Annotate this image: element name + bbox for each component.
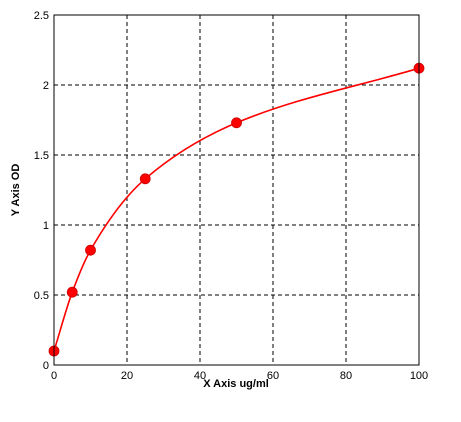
x-tick-label: 80	[340, 370, 352, 382]
x-tick-label: 40	[194, 370, 206, 382]
x-tick-label: 20	[121, 370, 133, 382]
y-tick-label: 2.5	[34, 10, 49, 22]
data-points	[48, 62, 425, 357]
x-tick-label: 60	[267, 370, 279, 382]
y-tick-labels: 0 0.5 1 1.5 2 2.5	[34, 10, 49, 372]
y-tick-label: 0	[43, 360, 49, 372]
y-tick-label: 1.5	[34, 150, 49, 162]
data-point	[139, 173, 151, 185]
x-tick-labels: 0 20 40 60 80 100	[51, 370, 428, 382]
data-point	[66, 286, 78, 298]
y-tick-label: 0.5	[34, 290, 49, 302]
plot-frame	[53, 14, 420, 366]
x-tick-label: 0	[51, 370, 57, 382]
plot-area	[54, 15, 419, 365]
x-axis-title: X Axis ug/ml	[203, 378, 269, 390]
data-point	[231, 117, 242, 129]
y-tick-label: 2	[43, 80, 49, 92]
y-tick-label: 1	[43, 220, 49, 232]
data-point	[85, 244, 96, 256]
x-tick-label: 100	[410, 370, 428, 382]
y-axis-title: Y Axis OD	[10, 164, 22, 217]
